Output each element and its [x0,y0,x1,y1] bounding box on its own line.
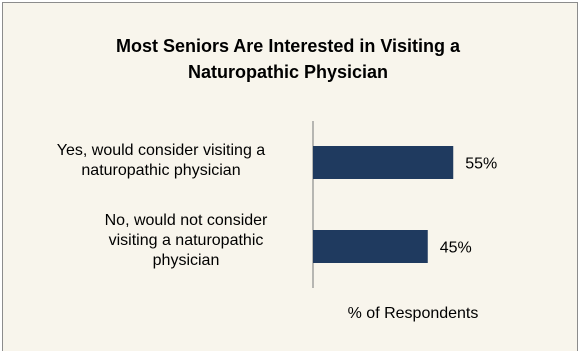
data-label-yes: 55% [465,156,497,173]
data-label-no: 45% [440,240,472,257]
bar-yes [313,146,454,179]
bar-no [313,230,428,263]
chart-frame [2,2,578,351]
chart-title: Most Seniors Are Interested in Visiting … [115,36,461,82]
category-label-yes: Yes, would consider visiting a naturopat… [56,142,266,179]
x-axis-label: % of Respondents [347,305,479,322]
category-label-no: No, would not consider visiting a naturo… [104,212,268,269]
bars-layer: 55% 45% [313,146,497,263]
